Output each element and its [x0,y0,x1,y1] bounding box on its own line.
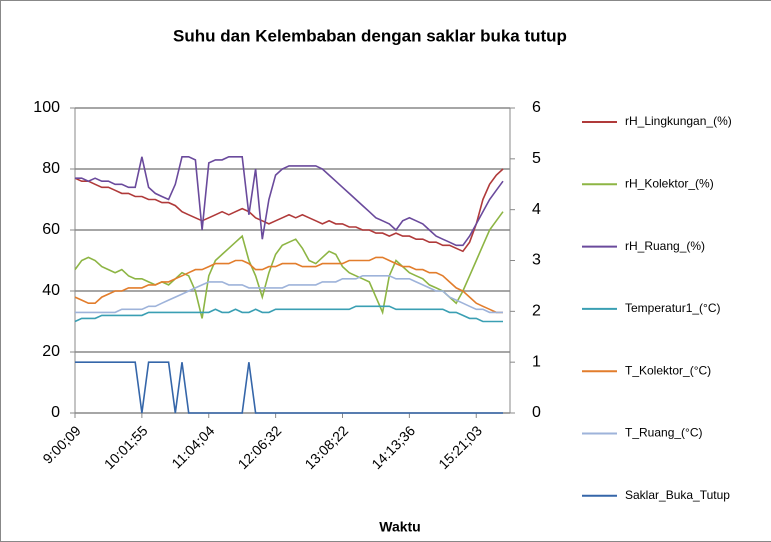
legend-label: rH_Kolektor_(%) [625,176,714,190]
series-line [74,168,504,253]
y2-tick-label: 0 [532,404,541,421]
y-tick-label: 40 [42,282,60,299]
legend-label: T_Kolektor_(°C) [625,363,711,377]
y2-tick-label: 6 [532,99,541,116]
series-line [75,361,503,414]
y-tick-label: 80 [42,160,60,177]
legend-label: rH_Lingkungan_(%) [625,114,732,128]
y-tick-label: 20 [42,343,60,360]
legend-label: Temperatur1_(°C) [625,301,721,315]
y-tick-label: 100 [33,99,60,116]
y2-tick-label: 4 [532,201,541,218]
x-axis-label: Waktu [379,519,420,535]
series-line [75,274,503,314]
series-line [74,256,503,314]
y2-tick-label: 5 [532,150,541,167]
y2-tick-label: 1 [532,353,541,370]
series-line [74,305,503,323]
chart-title: Suhu dan Kelembaban dengan saklar buka t… [173,26,567,45]
legend-label: Saklar_Buka_Tutup [625,488,730,502]
y2-tick-label: 3 [532,252,541,269]
series-line [74,211,504,319]
legend-label: rH_Ruang_(%) [625,239,705,253]
y-tick-label: 0 [51,404,60,421]
legend-label: T_Ruang_(°C) [625,426,703,440]
y2-tick-label: 2 [532,303,541,320]
series-line [75,156,504,247]
y-tick-label: 60 [42,221,60,238]
